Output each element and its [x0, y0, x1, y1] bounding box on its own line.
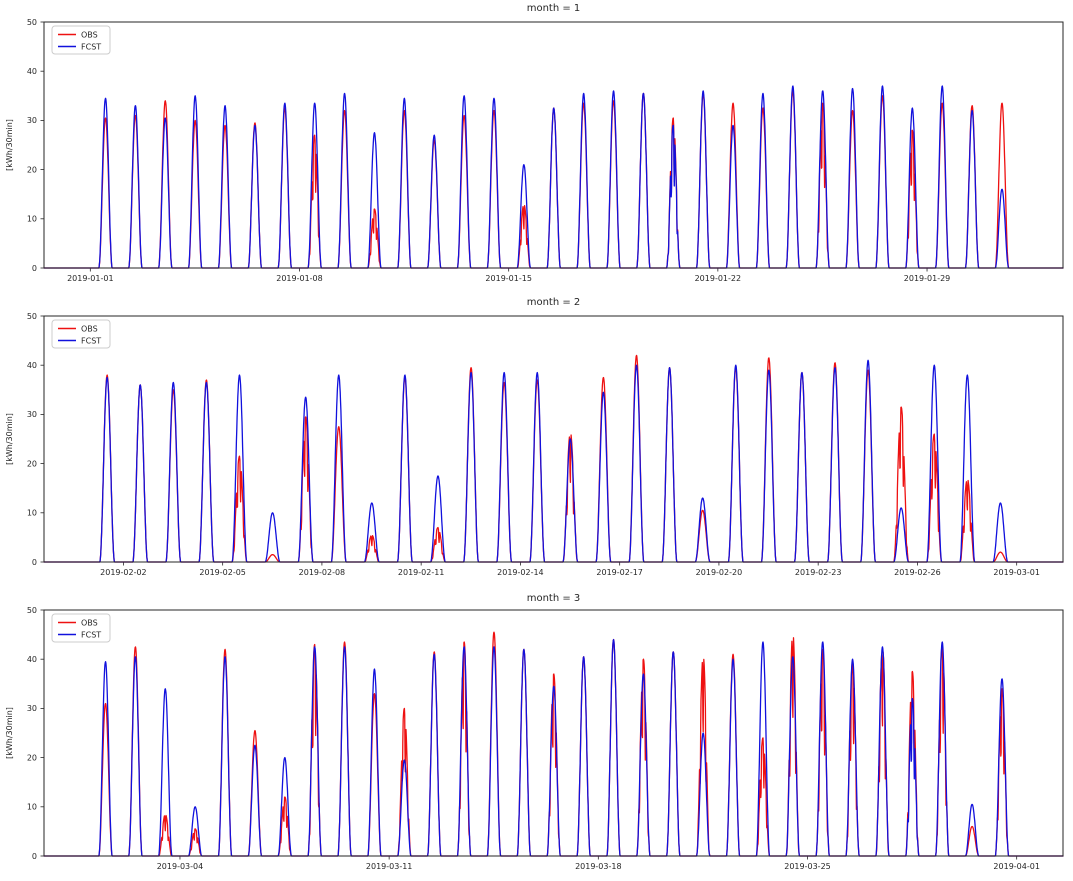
y-tick-label: 0: [32, 264, 37, 273]
panel-3-title: month = 3: [526, 593, 581, 604]
x-tick-label: 2019-03-11: [366, 862, 413, 871]
x-tick-label: 2019-03-04: [157, 862, 204, 871]
plot-frame: [43, 609, 1064, 857]
y-axis-label: [kWh/30min]: [5, 707, 14, 759]
y-tick-label: 30: [27, 704, 37, 713]
plot-frame: [43, 315, 1064, 563]
x-tick-label: 2019-03-01: [993, 568, 1040, 577]
fcst-line: [43, 359, 1064, 563]
legend-obs-label: OBS: [81, 618, 98, 627]
y-tick-label: 40: [27, 655, 37, 664]
legend: OBS FCST: [51, 25, 111, 55]
panel-month-2: 0 10 20 30 40 50 [kWh/30min] 2019-02-02 2019-02-…: [5, 312, 1064, 577]
y-tick-label: 20: [27, 459, 37, 468]
y-tick-label: 50: [27, 606, 37, 615]
legend-obs-label: OBS: [81, 30, 98, 39]
legend-obs-label: OBS: [81, 324, 98, 333]
x-tick-label: 2019-02-14: [497, 568, 544, 577]
x-tick-label: 2019-02-26: [894, 568, 941, 577]
y-tick-label: 0: [32, 558, 37, 567]
x-tick-label: 2019-02-11: [398, 568, 445, 577]
y-axis-label: [kWh/30min]: [5, 413, 14, 465]
x-tick-label: 2019-01-01: [67, 274, 114, 283]
x-tick-label: 2019-01-22: [695, 274, 742, 283]
y-axis-label: [kWh/30min]: [5, 119, 14, 171]
panel-month-3: 0 10 20 30 40 50 [kWh/30min] 2019-03-04 2019-03-…: [5, 606, 1064, 871]
x-tick-label: 2019-01-29: [904, 274, 951, 283]
y-tick-label: 0: [32, 852, 37, 861]
x-tick-label: 2019-02-17: [596, 568, 643, 577]
legend-fcst-label: FCST: [81, 630, 101, 639]
x-tick-label: 2019-01-15: [485, 274, 532, 283]
plot-frame: [43, 21, 1064, 269]
obs-line: [43, 354, 1064, 563]
legend: OBS FCST: [51, 613, 111, 643]
x-tick-label: 2019-02-20: [696, 568, 743, 577]
y-tick-label: 30: [27, 116, 37, 125]
x-tick-label: 2019-01-08: [276, 274, 323, 283]
legend-fcst-label: FCST: [81, 336, 101, 345]
y-tick-label: 10: [27, 509, 37, 518]
legend: OBS FCST: [51, 319, 111, 349]
fcst-line: [43, 638, 1064, 857]
x-tick-label: 2019-02-23: [795, 568, 842, 577]
fcst-line: [43, 85, 1064, 269]
x-tick-label: 2019-02-08: [299, 568, 346, 577]
panel-1-title: month = 1: [526, 3, 581, 14]
x-tick-label: 2019-02-05: [199, 568, 246, 577]
x-tick-label: 2019-03-18: [575, 862, 622, 871]
y-tick-label: 20: [27, 165, 37, 174]
x-tick-label: 2019-04-01: [993, 862, 1040, 871]
y-tick-label: 10: [27, 803, 37, 812]
y-tick-label: 50: [27, 312, 37, 321]
y-tick-label: 50: [27, 18, 37, 27]
x-tick-label: 2019-03-25: [784, 862, 831, 871]
panel-month-1: 0 10 20 30 40 50 [kWh/30min] 2019-01-01 2019-01-…: [5, 18, 1064, 283]
x-tick-label: 2019-02-02: [100, 568, 147, 577]
y-tick-label: 20: [27, 753, 37, 762]
panel-2-title: month = 2: [526, 297, 581, 308]
y-tick-label: 30: [27, 410, 37, 419]
y-tick-label: 40: [27, 67, 37, 76]
y-tick-label: 10: [27, 215, 37, 224]
y-tick-label: 40: [27, 361, 37, 370]
legend-fcst-label: FCST: [81, 42, 101, 51]
